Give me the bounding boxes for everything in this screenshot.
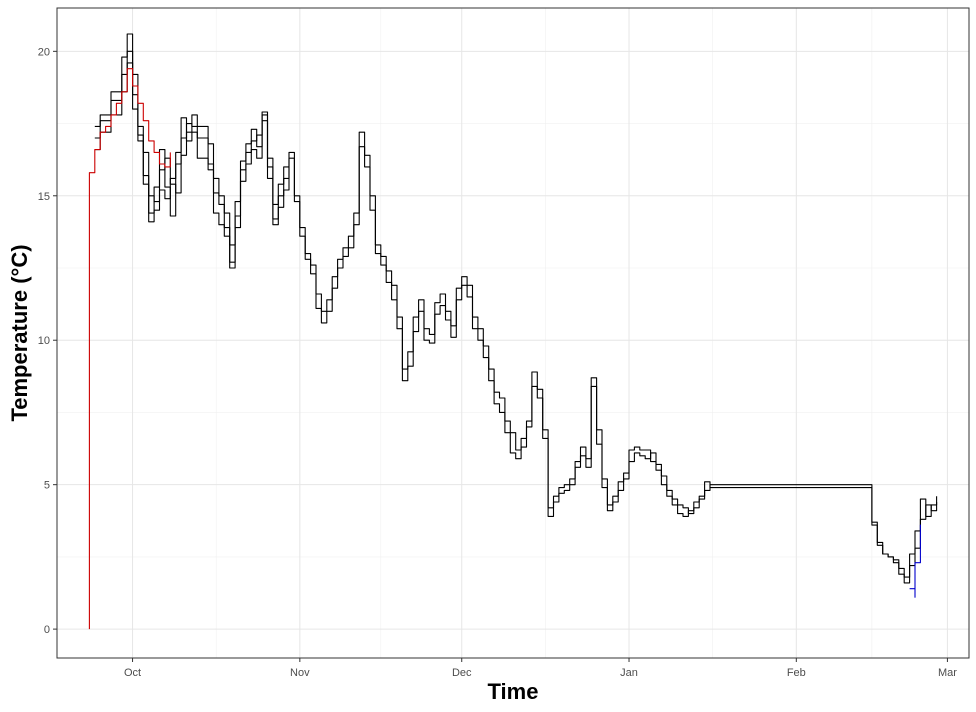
panel-border bbox=[56, 7, 970, 659]
series-line-2 bbox=[94, 62, 938, 584]
minor-gridlines bbox=[57, 8, 969, 658]
y-tick-label: 15 bbox=[38, 191, 50, 203]
x-tick-label: Dec bbox=[452, 667, 472, 679]
y-axis-ticks: 0 5 10 15 20 bbox=[38, 46, 57, 636]
series-line-3 bbox=[94, 33, 290, 269]
y-tick-label: 10 bbox=[38, 335, 50, 347]
major-gridlines bbox=[57, 8, 969, 658]
series-layer bbox=[88, 33, 938, 630]
x-tick-label: Mar bbox=[938, 667, 957, 679]
panel-background bbox=[57, 8, 969, 658]
x-tick-label: Feb bbox=[787, 667, 806, 679]
y-tick-label: 0 bbox=[44, 624, 50, 636]
y-axis-title: Temperature (°C) bbox=[7, 244, 32, 421]
y-tick-label: 20 bbox=[38, 46, 50, 58]
series-line-5 bbox=[909, 524, 921, 598]
x-tick-label: Jan bbox=[620, 667, 638, 679]
x-tick-label: Nov bbox=[290, 667, 310, 679]
y-tick-label: 5 bbox=[44, 480, 50, 492]
x-axis-title: Time bbox=[488, 679, 539, 704]
x-axis-ticks: Oct Nov Dec Jan Feb Mar bbox=[124, 658, 957, 679]
series-line-4 bbox=[88, 68, 171, 630]
x-tick-label: Oct bbox=[124, 667, 141, 679]
